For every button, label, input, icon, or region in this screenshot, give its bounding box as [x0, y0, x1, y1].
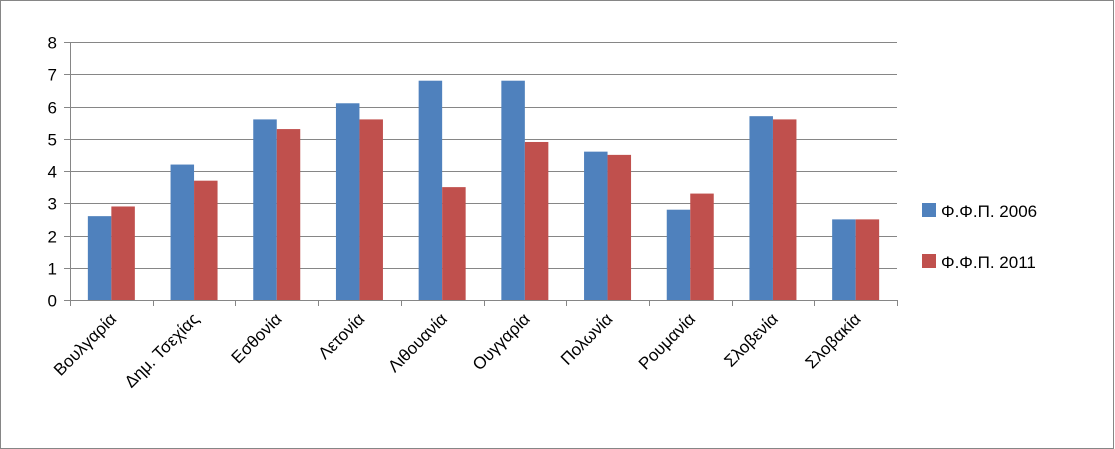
- bar-series2: [111, 206, 135, 300]
- bar-series1: [832, 219, 856, 300]
- y-tick-label: 8: [48, 34, 57, 53]
- axes: [70, 42, 898, 306]
- y-tick-label: 1: [48, 260, 57, 279]
- bars: [87, 80, 880, 301]
- bar-series2: [524, 141, 549, 300]
- bar-series1: [170, 164, 195, 300]
- y-tick-label: 5: [48, 131, 57, 150]
- bar-series2: [855, 219, 880, 300]
- bar-series1: [87, 216, 112, 300]
- legend-label: Φ.Φ.Π. 2006: [941, 202, 1037, 221]
- bar-series1: [584, 151, 608, 300]
- legend-label: Φ.Φ.Π. 2011: [941, 253, 1036, 272]
- bar-series2: [359, 119, 383, 301]
- bar-series1: [501, 80, 525, 300]
- y-tick-label: 3: [48, 195, 57, 214]
- y-tick-label: 4: [48, 163, 57, 182]
- legend-swatch: [922, 254, 936, 268]
- bar-series1: [335, 103, 360, 301]
- bar-series1: [418, 80, 443, 300]
- bar-series2: [194, 180, 218, 300]
- bar-series2: [690, 193, 714, 300]
- bar-series1: [253, 119, 277, 301]
- y-tick-label: 0: [48, 292, 57, 311]
- y-tick-label: 7: [48, 66, 57, 85]
- bar-series2: [772, 119, 797, 301]
- bar-series2: [607, 154, 632, 300]
- bar-series2: [442, 187, 466, 300]
- legend-swatch: [922, 203, 936, 217]
- bar-series2: [276, 129, 301, 300]
- y-tick-label: 6: [48, 99, 57, 118]
- legend: Φ.Φ.Π. 2006 Φ.Φ.Π. 2011: [922, 202, 1037, 272]
- y-tick-label: 2: [48, 228, 57, 247]
- y-axis-ticks: 0 1 2 3 4 5 6 7 8: [48, 34, 70, 311]
- bar-series1: [666, 209, 691, 300]
- bar-series1: [749, 116, 773, 300]
